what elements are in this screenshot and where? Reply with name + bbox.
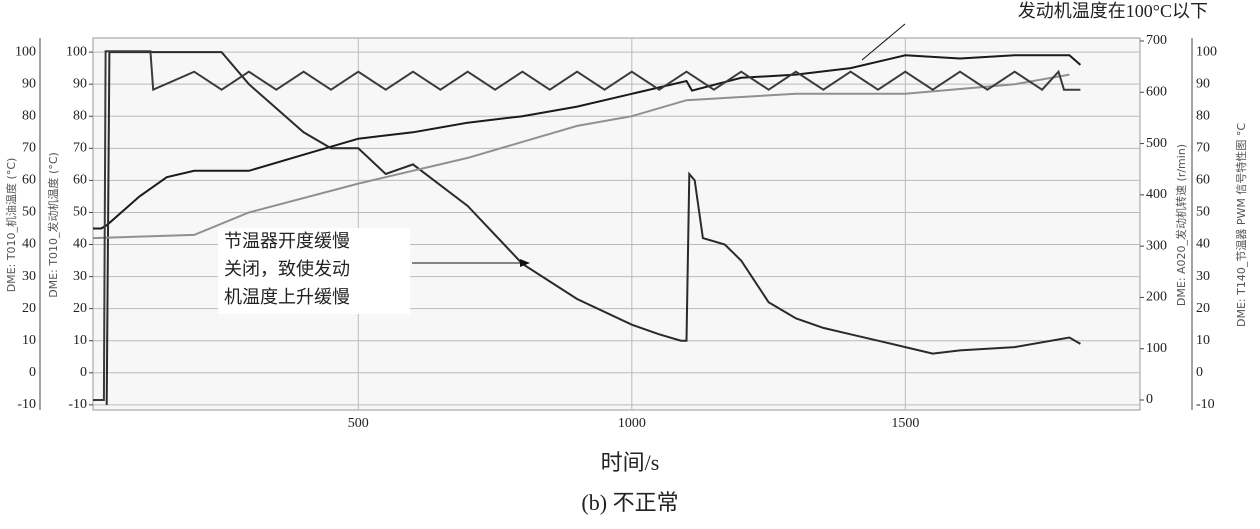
y2-tick-label: 200	[1146, 290, 1167, 305]
y-axis-label: DME: T010_发动机温度 (°C)	[46, 152, 60, 298]
y2-tick-label: 700	[1146, 33, 1167, 48]
y2-outer-tick-label: 30	[1196, 269, 1210, 284]
x-axis-label: 时间/s	[601, 450, 660, 475]
plot-area	[92, 37, 1141, 411]
y2-tick-label: 0	[1146, 392, 1153, 407]
y2-outer-tick-label: 20	[1196, 301, 1210, 316]
y2-outer-tick-label: 10	[1196, 333, 1210, 348]
y-tick-label: 40	[73, 237, 87, 252]
y-outer-tick-label: 20	[22, 301, 36, 316]
y-outer-tick-label: 50	[22, 205, 36, 220]
annotation-arrow	[861, 23, 906, 61]
y-outer-tick-label: 60	[22, 173, 36, 188]
y-tick-label: 30	[73, 269, 87, 284]
y-tick-label: 20	[73, 301, 87, 316]
y2-outer-tick-label: 50	[1196, 205, 1210, 220]
y-tick-label: 60	[73, 173, 87, 188]
y-outer-axis-label: DME: T010_机油温度 (°C)	[4, 158, 18, 293]
y2-tick-label: 400	[1146, 187, 1167, 202]
y-outer-tick-label: 70	[22, 141, 36, 156]
y-outer-tick-label: 10	[22, 333, 36, 348]
series-line	[105, 51, 1081, 405]
x-tick-label: 1000	[618, 416, 646, 431]
y2-tick-label: 500	[1146, 136, 1167, 151]
y2-outer-tick-label: 70	[1196, 141, 1210, 156]
y2-outer-tick-label: 90	[1196, 76, 1210, 91]
y2-outer-tick-label: 100	[1196, 44, 1217, 59]
y-tick-label: 100	[66, 44, 87, 59]
y-tick-label: 50	[73, 205, 87, 220]
annotation: 关闭，致使发动	[224, 259, 350, 279]
series-line	[92, 73, 1070, 240]
y-tick-label: -10	[68, 397, 87, 412]
y-tick-label: 70	[73, 141, 87, 156]
y2-tick-label: 100	[1146, 341, 1167, 356]
y-outer-tick-label: 40	[22, 237, 36, 252]
annotation: 节温器开度缓慢	[224, 231, 350, 251]
annotation-box	[948, 2, 1210, 24]
y-outer-tick-label: 80	[22, 108, 36, 123]
y-outer-tick-label: 30	[22, 269, 36, 284]
arrow-head	[520, 259, 530, 267]
y-outer-tick-label: 90	[22, 76, 36, 91]
y2-outer-axis-label: DME: T140_节温器 PWM 信号特性图 °C	[1234, 123, 1248, 327]
annotation: 机温度上升缓慢	[224, 287, 350, 307]
y-outer-tick-label: -10	[17, 397, 36, 412]
y-outer-tick-label: 100	[15, 44, 36, 59]
y2-tick-label: 300	[1146, 238, 1167, 253]
annotation-box	[218, 228, 410, 314]
y2-outer-tick-label: 60	[1196, 173, 1210, 188]
y-tick-label: 10	[73, 333, 87, 348]
y2-outer-tick-label: 80	[1196, 108, 1210, 123]
y-tick-label: 0	[80, 365, 87, 380]
y2-tick-label: 600	[1146, 84, 1167, 99]
series-line	[93, 50, 1081, 401]
y-tick-label: 80	[73, 108, 87, 123]
series-line	[93, 54, 1082, 230]
x-tick-label: 500	[348, 416, 369, 431]
y2-outer-tick-label: 40	[1196, 237, 1210, 252]
chart-title: (b) 不正常	[581, 490, 678, 515]
y-outer-tick-label: 0	[29, 365, 36, 380]
y-tick-label: 90	[73, 76, 87, 91]
x-tick-label: 1500	[891, 416, 919, 431]
y2-axis-label: DME: A020_发动机转速 (r/min)	[1174, 144, 1188, 306]
y2-outer-tick-label: -10	[1196, 397, 1215, 412]
annotation: 发动机温度在100°C以下	[1018, 1, 1208, 21]
y2-outer-tick-label: 0	[1196, 365, 1203, 380]
